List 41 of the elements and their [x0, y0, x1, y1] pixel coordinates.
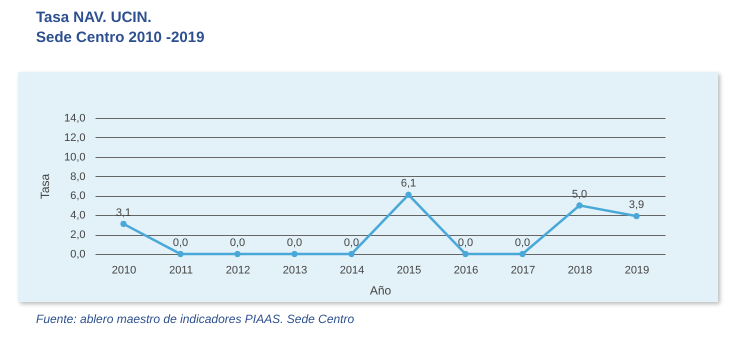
y-tick-label: 0,0: [70, 248, 86, 260]
data-label: 6,1: [400, 178, 416, 190]
x-tick-label: 2014: [340, 264, 364, 276]
data-label: 0,0: [286, 237, 302, 249]
x-tick-label: 2019: [624, 264, 650, 276]
point: [462, 250, 469, 258]
x-tick-label: 2018: [568, 264, 592, 276]
point: [519, 250, 526, 258]
data-label: 0,0: [514, 237, 530, 249]
y-tick-label: 8,0: [70, 170, 86, 183]
x-tick-label: 2011: [169, 264, 193, 276]
data-label: 0,0: [172, 237, 188, 249]
point: [576, 202, 583, 209]
y-tick-label: 6,0: [70, 190, 86, 202]
source-note: Fuente: ablero maestro de indicadores PIAAS. Sede Centro: [36, 312, 354, 326]
point: [120, 220, 127, 228]
x-tick-label: 2013: [282, 264, 308, 276]
y-tick-label: 4,0: [70, 210, 86, 222]
chart-title: Tasa NAV. UCIN.: [36, 8, 153, 28]
point: [234, 250, 241, 258]
x-tick-label: 2017: [510, 264, 536, 276]
data-label: 3,9: [628, 199, 644, 212]
chart-subtitle: Sede Centro 2010 -2019: [36, 28, 204, 48]
point: [177, 250, 184, 258]
point: [348, 250, 355, 258]
y-tick-label: 14,0: [64, 112, 86, 124]
y-tick-label: 2,0: [70, 229, 86, 242]
y-tick-label: 10,0: [64, 151, 86, 164]
x-tick-label: 2016: [454, 264, 478, 276]
data-label: 0,0: [458, 237, 474, 249]
point: [405, 192, 412, 198]
point: [633, 212, 640, 220]
y-tick-label: 12,0: [64, 132, 86, 144]
point: [291, 250, 298, 258]
data-label: 0,0: [344, 237, 360, 249]
x-tick-label: 2015: [396, 264, 422, 276]
x-tick-label: 2010: [112, 264, 136, 276]
x-tick-label: 2012: [226, 264, 250, 276]
y-axis-title: Tasa: [38, 174, 52, 200]
x-axis-title: Año: [370, 284, 392, 298]
data-label: 0,0: [230, 237, 246, 249]
